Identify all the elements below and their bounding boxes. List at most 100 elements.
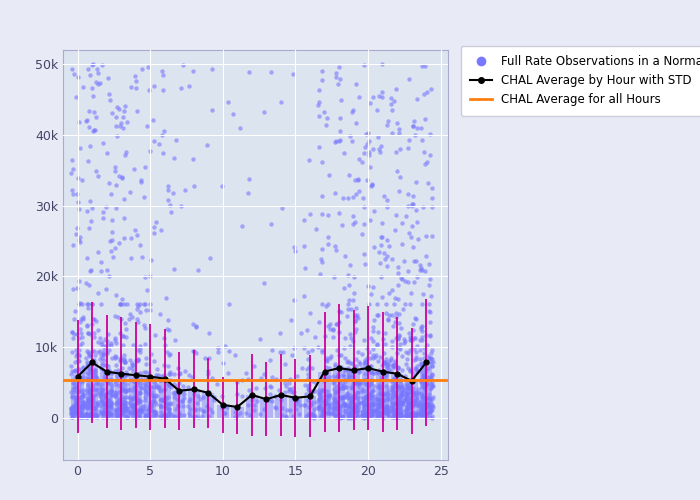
Point xyxy=(171,404,182,412)
Point xyxy=(335,404,346,411)
Point xyxy=(288,296,300,304)
Point xyxy=(388,400,399,408)
Point xyxy=(143,388,154,396)
Point xyxy=(356,350,368,358)
Point xyxy=(92,400,104,407)
Point xyxy=(105,400,116,407)
Point xyxy=(416,410,427,418)
Point xyxy=(148,230,160,237)
Point xyxy=(155,372,166,380)
Point xyxy=(364,394,375,402)
Point xyxy=(146,402,158,409)
Point xyxy=(69,372,80,380)
Point xyxy=(72,350,83,358)
Point xyxy=(380,367,391,375)
Point xyxy=(408,400,419,407)
Point xyxy=(402,380,413,388)
Point xyxy=(421,410,433,418)
Point xyxy=(75,413,86,421)
Point xyxy=(372,368,383,376)
Point xyxy=(162,404,174,411)
Point xyxy=(330,403,341,411)
Point xyxy=(82,304,93,312)
Point xyxy=(326,352,337,360)
Point xyxy=(415,407,426,415)
Point xyxy=(74,381,85,389)
Point xyxy=(389,404,400,412)
Point xyxy=(87,398,98,406)
Point xyxy=(371,409,382,417)
Point xyxy=(174,388,185,396)
Point xyxy=(266,372,277,380)
Point xyxy=(335,362,346,370)
Point xyxy=(402,390,413,398)
Point xyxy=(85,400,96,408)
Point xyxy=(407,374,418,382)
Point xyxy=(113,106,125,114)
Point xyxy=(81,412,92,420)
Point xyxy=(161,402,172,409)
Point xyxy=(197,412,208,420)
Point xyxy=(148,396,160,404)
Point xyxy=(362,392,373,400)
Point xyxy=(144,410,155,418)
Point xyxy=(111,406,122,414)
Point xyxy=(410,411,421,419)
Point xyxy=(279,360,290,368)
Point xyxy=(364,300,375,308)
Point xyxy=(340,393,351,401)
Point xyxy=(150,408,161,416)
Point xyxy=(360,260,371,268)
Point xyxy=(164,400,176,408)
Point xyxy=(376,412,387,420)
Point xyxy=(74,350,85,358)
Point xyxy=(82,411,93,419)
Point xyxy=(318,408,329,416)
Point xyxy=(243,374,254,382)
Point xyxy=(117,402,128,409)
Point xyxy=(336,394,347,402)
Point xyxy=(351,376,362,384)
Point xyxy=(366,407,377,415)
Point xyxy=(264,382,275,390)
Point xyxy=(81,322,92,330)
Point xyxy=(391,401,402,409)
Point xyxy=(401,411,412,419)
Point xyxy=(124,398,135,406)
Point xyxy=(394,145,405,153)
Point xyxy=(186,374,197,382)
Point xyxy=(285,316,296,324)
Point xyxy=(146,392,158,400)
Point xyxy=(183,371,195,379)
Point xyxy=(372,134,384,141)
Point xyxy=(415,390,426,398)
Point xyxy=(333,411,344,419)
Point xyxy=(131,372,142,380)
Point xyxy=(368,327,379,335)
Point xyxy=(102,402,113,410)
Point xyxy=(176,84,187,92)
Point xyxy=(389,412,400,420)
Point xyxy=(131,386,142,394)
Point xyxy=(359,403,370,411)
Point xyxy=(349,274,360,281)
Point xyxy=(279,379,290,387)
Point xyxy=(421,399,432,407)
Point xyxy=(350,362,361,370)
Point xyxy=(115,412,126,420)
Point xyxy=(361,354,372,362)
Point xyxy=(340,376,351,384)
Point xyxy=(360,410,372,418)
Point xyxy=(393,364,404,372)
Point xyxy=(100,376,111,384)
Point xyxy=(155,310,166,318)
Point xyxy=(426,354,438,362)
Point xyxy=(336,396,347,404)
Point xyxy=(382,396,393,404)
Point xyxy=(397,380,408,388)
Point xyxy=(70,408,81,416)
Point xyxy=(118,402,130,410)
Point xyxy=(347,220,358,228)
Point xyxy=(337,413,348,421)
Point xyxy=(419,374,430,382)
